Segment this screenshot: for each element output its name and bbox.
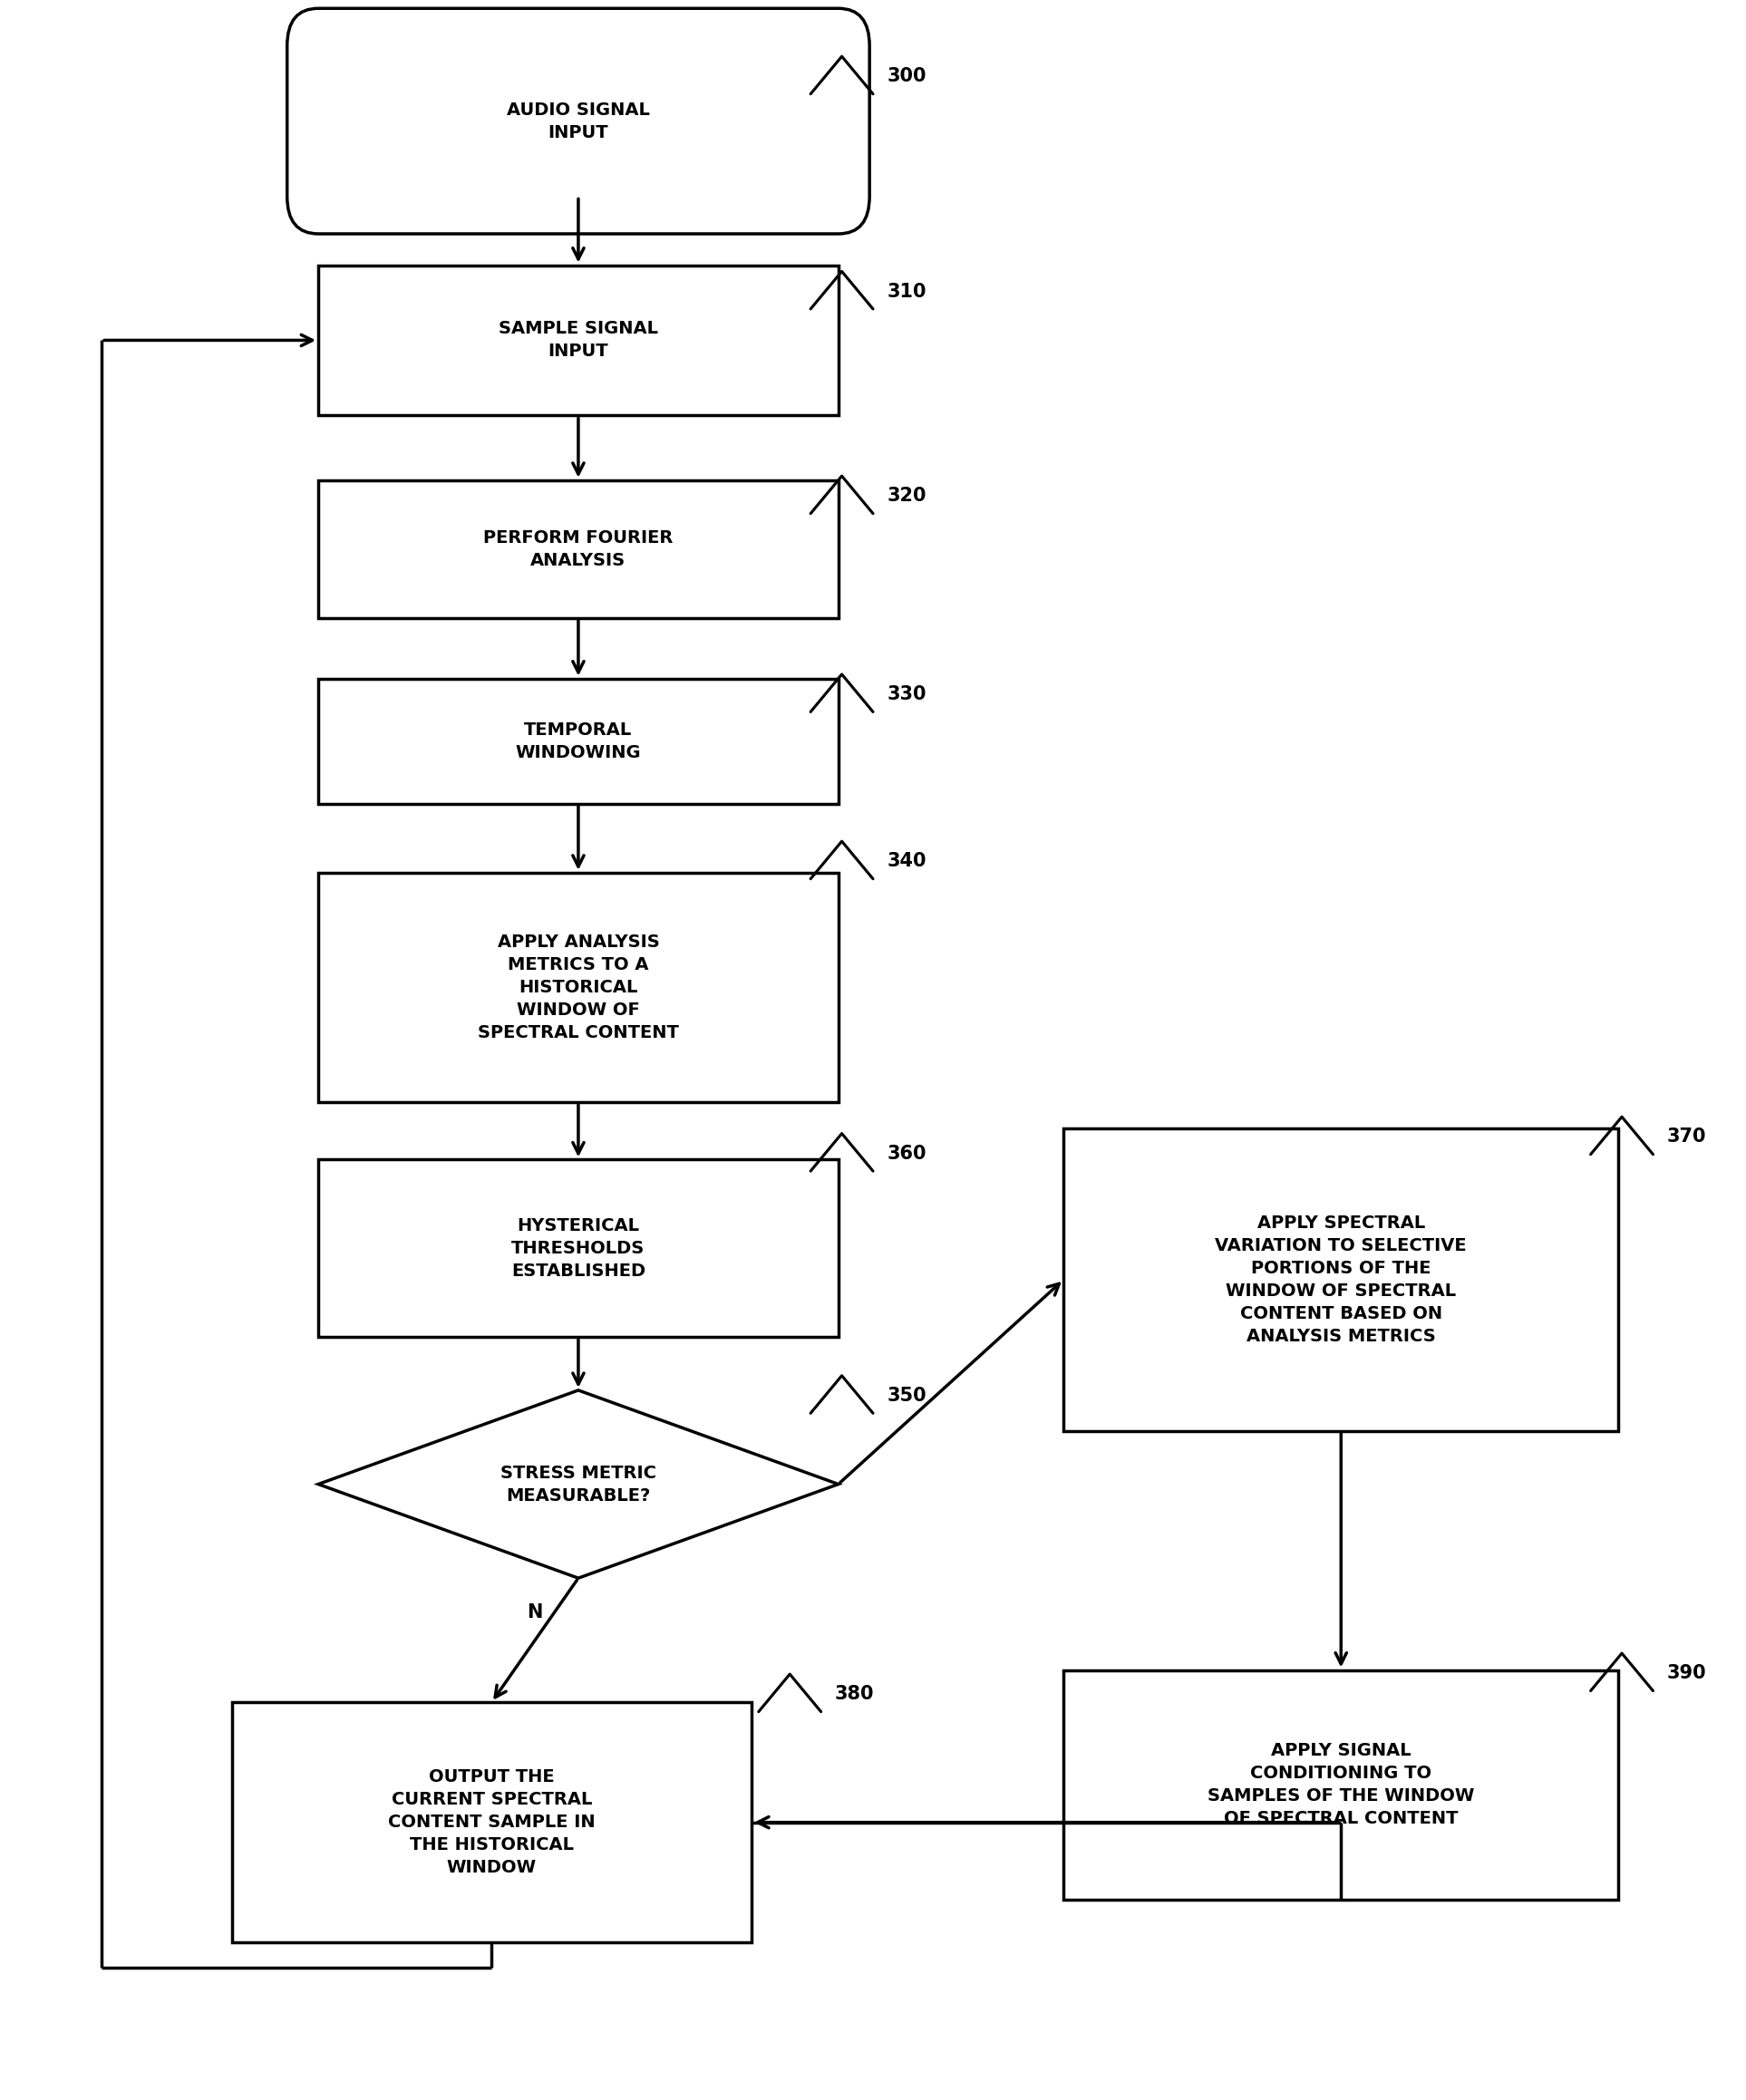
Text: 370: 370 [1667,1128,1706,1147]
Text: 310: 310 [887,284,927,300]
Text: PERFORM FOURIER
ANALYSIS: PERFORM FOURIER ANALYSIS [484,529,674,569]
Text: 350: 350 [887,1386,927,1405]
Text: 320: 320 [887,487,927,506]
Text: APPLY SIGNAL
CONDITIONING TO
SAMPLES OF THE WINDOW
OF SPECTRAL CONTENT: APPLY SIGNAL CONDITIONING TO SAMPLES OF … [1208,1743,1474,1827]
Bar [318,265,838,416]
Text: 330: 330 [887,685,927,704]
Text: APPLY SPECTRAL
VARIATION TO SELECTIVE
PORTIONS OF THE
WINDOW OF SPECTRAL
CONTENT: APPLY SPECTRAL VARIATION TO SELECTIVE PO… [1215,1214,1467,1344]
Text: APPLY ANALYSIS
METRICS TO A
HISTORICAL
WINDOW OF
SPECTRAL CONTENT: APPLY ANALYSIS METRICS TO A HISTORICAL W… [478,934,679,1042]
Text: 380: 380 [835,1684,875,1703]
Text: OUTPUT THE
CURRENT SPECTRAL
CONTENT SAMPLE IN
THE HISTORICAL
WINDOW: OUTPUT THE CURRENT SPECTRAL CONTENT SAMP… [388,1768,595,1875]
FancyBboxPatch shape [286,8,870,233]
Bar [318,874,838,1102]
Text: 300: 300 [887,67,927,86]
Text: SAMPLE SIGNAL
INPUT: SAMPLE SIGNAL INPUT [499,321,658,361]
Text: 390: 390 [1667,1665,1706,1682]
Bar [232,1703,753,1943]
Polygon shape [318,1390,838,1577]
Bar [1063,1128,1619,1430]
Text: TEMPORAL
WINDOWING: TEMPORAL WINDOWING [515,720,641,760]
Bar [1063,1670,1619,1901]
Text: STRESS METRIC
MEASURABLE?: STRESS METRIC MEASURABLE? [501,1464,656,1504]
Text: N: N [527,1602,543,1621]
Text: AUDIO SIGNAL
INPUT: AUDIO SIGNAL INPUT [506,101,650,141]
Bar [318,678,838,804]
Bar [318,1159,838,1338]
Bar [318,481,838,617]
Text: 340: 340 [887,853,927,872]
Text: HYSTERICAL
THRESHOLDS
ESTABLISHED: HYSTERICAL THRESHOLDS ESTABLISHED [512,1218,646,1279]
Text: 360: 360 [887,1144,927,1163]
